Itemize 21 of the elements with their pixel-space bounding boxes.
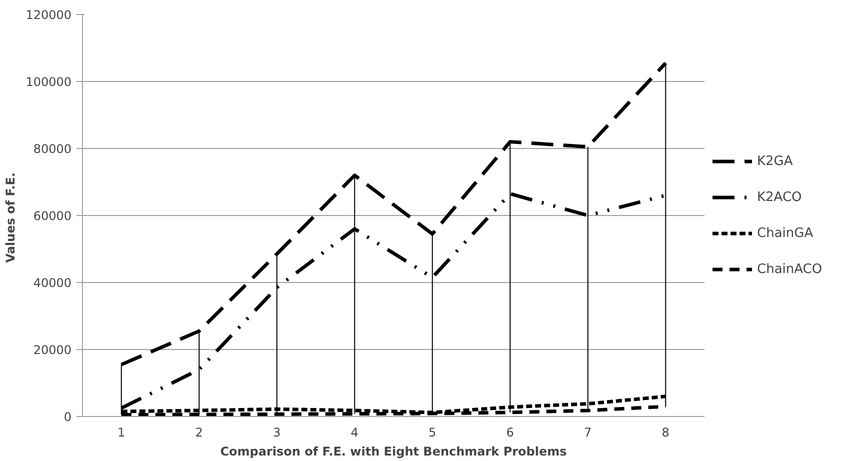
y-tick-label: 40000 — [33, 276, 72, 290]
y-tick-label: 80000 — [33, 142, 72, 156]
x-tick-label: 6 — [506, 426, 514, 440]
y-tick-label: 0 — [64, 410, 72, 424]
x-tick-label: 7 — [584, 426, 592, 440]
x-tick-label: 1 — [118, 426, 126, 440]
x-tick-label: 5 — [428, 426, 436, 440]
legend-label: ChainACO — [757, 262, 822, 276]
y-tick-label: 100000 — [26, 75, 72, 89]
legend-label: K2ACO — [757, 190, 802, 204]
y-tick-label: 60000 — [33, 209, 72, 223]
y-tick-label: 120000 — [26, 8, 72, 22]
x-tick-label: 4 — [350, 426, 358, 440]
x-tick-label: 2 — [195, 426, 203, 440]
x-tick-label: 8 — [662, 426, 670, 440]
y-axis-title: Values of F.E. — [4, 172, 18, 263]
x-tick-label: 3 — [273, 426, 281, 440]
x-axis-title: Comparison of F.E. with Eight Benchmark Problems — [220, 444, 567, 458]
y-tick-label: 20000 — [33, 343, 72, 357]
legend-label: K2GA — [757, 154, 793, 168]
legend-label: ChainGA — [757, 226, 814, 240]
